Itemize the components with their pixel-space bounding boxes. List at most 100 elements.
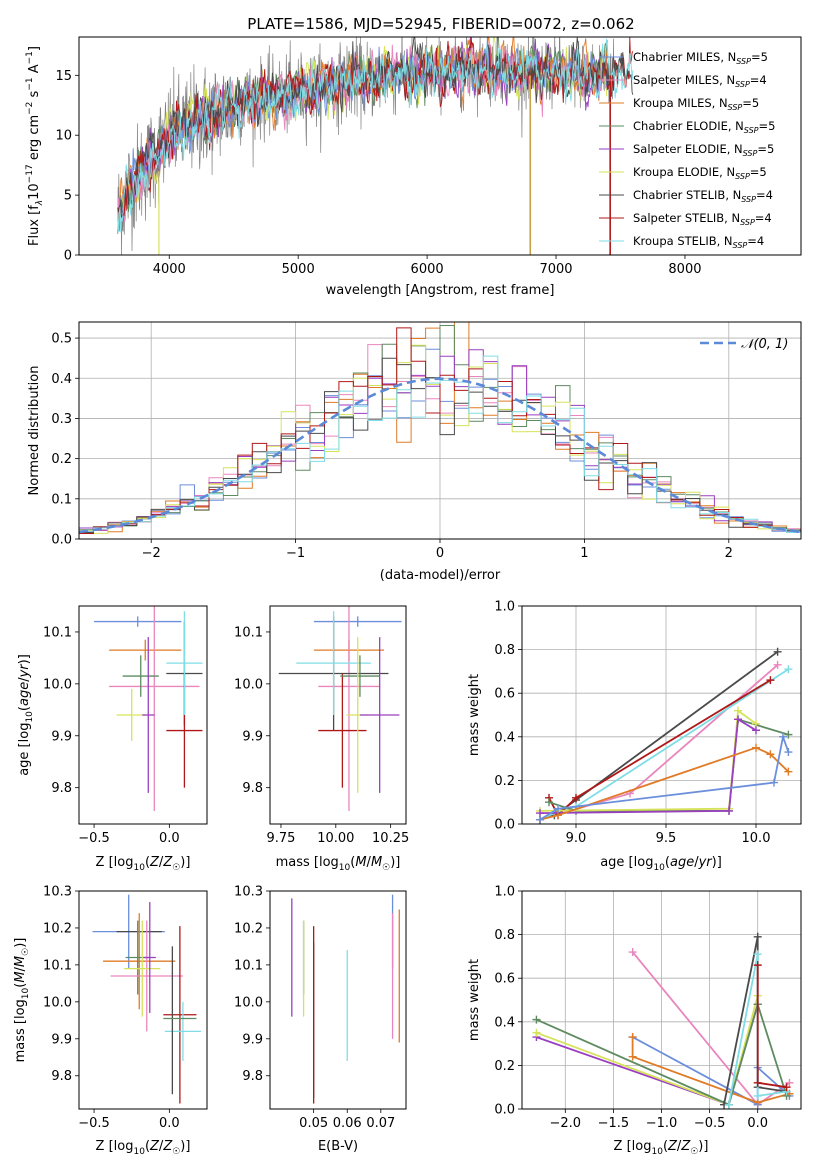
weight-marker — [628, 1033, 637, 1042]
weight-marker — [536, 815, 544, 824]
y-tick-label: 9.8 — [51, 781, 72, 796]
weight-line — [631, 1037, 790, 1104]
spectrum-xlabel: wavelength [Angstrom, rest frame] — [326, 283, 555, 298]
mass_vs_ebv-axes: 0.05 0.06 0.07 9.8 9.9 10.0 10.1 10.2 10.3 — [234, 885, 395, 1132]
weight-marker — [628, 948, 637, 957]
x-tick-label: −1 — [286, 546, 305, 561]
weight-marker — [753, 1078, 762, 1087]
x-tick-label: 0 — [436, 546, 444, 561]
y-tick-label: 9.9 — [51, 1032, 72, 1047]
weight-marker — [770, 778, 778, 787]
legend-label: Salpeter ELODIE, NSSP=5 — [633, 142, 774, 158]
y-tick-label: 10.3 — [43, 885, 72, 900]
weight_vs_age-frame — [521, 605, 802, 825]
x-tick-label: 2 — [725, 546, 733, 561]
x-tick-label: 0.0 — [159, 1116, 180, 1131]
age_vs_Z-axes: −0.5 0.0 9.8 9.9 10.0 10.1 — [43, 625, 180, 846]
weight-marker — [628, 1052, 637, 1061]
x-tick-label: 9.5 — [656, 831, 677, 846]
weight-age-ylabel: mass weight — [467, 674, 482, 756]
weight-marker — [784, 767, 793, 776]
y-tick-label: 5 — [64, 189, 72, 204]
x-tick-label: −1.0 — [646, 1116, 678, 1131]
y-tick-label: 1.0 — [494, 600, 515, 615]
legend-label: Salpeter MILES, NSSP=4 — [633, 73, 767, 89]
weight-marker — [554, 804, 562, 813]
weight-marker — [773, 647, 782, 656]
y-tick-label: 0.0 — [494, 1103, 515, 1118]
weight_vs_Z-lines — [532, 932, 794, 1109]
age-ylabel: age [log10(age/yr)] — [17, 654, 35, 776]
spectrum-axes: 4000 5000 6000 7000 8000 0 5 10 15 — [55, 69, 701, 277]
weight-marker — [785, 1078, 794, 1087]
weight-Z-ylabel: mass weight — [467, 959, 482, 1041]
mass_vs_Z-axes: −0.5 0.0 9.8 9.9 10.0 10.1 10.2 10.3 — [43, 885, 180, 1132]
spectrum-title: PLATE=1586, MJD=52945, FIBERID=0072, z=0… — [247, 15, 634, 33]
legend-label: Chabrier MILES, NSSP=5 — [633, 50, 768, 66]
weight-marker — [782, 1083, 791, 1092]
legend-label: Chabrier STELIB, NSSP=4 — [633, 188, 773, 204]
age_vs_mass-axes: 9.75 10.00 10.25 9.8 9.9 10.0 10.1 — [234, 625, 409, 846]
y-tick-label: 9.9 — [242, 729, 263, 744]
spectrum-legend: Chabrier MILES, NSSP=5 Salpeter MILES, NS… — [599, 50, 775, 250]
y-tick-label: 0.2 — [494, 774, 515, 789]
y-tick-label: 0.3 — [51, 412, 72, 427]
weight-marker — [545, 798, 553, 807]
x-tick-label: −0.5 — [78, 1116, 110, 1131]
weight-marker — [766, 750, 775, 759]
spectrum-model-line — [117, 37, 634, 213]
x-tick-label: 0.06 — [333, 1116, 362, 1131]
spectrum-lines — [117, 37, 634, 255]
x-tick-label: 10.00 — [317, 831, 354, 846]
x-tick-label: 4000 — [153, 262, 186, 277]
weight_vs_age-lines — [536, 647, 793, 824]
y-tick-label: 0.1 — [51, 492, 72, 507]
weight-marker — [784, 730, 793, 739]
age-xlabel: age [log10(age/yr)] — [600, 855, 722, 873]
y-tick-label: 9.8 — [242, 1069, 263, 1084]
y-tick-label: 9.9 — [242, 1032, 263, 1047]
y-tick-label: 10.3 — [234, 885, 263, 900]
y-tick-label: 10.0 — [234, 995, 263, 1010]
y-tick-label: 0.2 — [51, 452, 72, 467]
weight-marker — [724, 1100, 733, 1109]
weight-marker — [773, 660, 782, 669]
x-tick-label: −1.5 — [598, 1116, 630, 1131]
mass-label: mass [log10(M/M☉)] — [276, 855, 401, 873]
x-tick-label: 10.25 — [372, 831, 409, 846]
legend-label: Chabrier ELODIE, NSSP=5 — [633, 119, 775, 135]
y-tick-label: 15 — [55, 69, 72, 84]
weight_vs_Z-axes: −2.0 −1.5 −1.0 −0.5 0.0 0.0 0.2 0.4 0.6 0.8 1.0 — [494, 885, 801, 1131]
x-tick-label: −0.5 — [694, 1116, 726, 1131]
weight-marker — [753, 950, 762, 959]
weight-line — [536, 1001, 788, 1106]
y-tick-label: 0.4 — [494, 1015, 515, 1030]
residuals-legend-label: 𝒩(0, 1) — [741, 337, 788, 352]
weight-marker — [532, 1015, 541, 1024]
weight-marker — [532, 1028, 541, 1037]
ebv-xlabel: E(B-V) — [318, 1139, 358, 1154]
y-tick-label: 0.0 — [51, 533, 72, 548]
age_vs_Z-errorbars — [94, 606, 203, 812]
weight-marker — [734, 715, 742, 724]
y-tick-label: 1.0 — [494, 885, 515, 900]
legend-label: Kroupa ELODIE, NSSP=5 — [633, 165, 767, 181]
x-tick-label: −2.0 — [550, 1116, 582, 1131]
weight-line — [548, 718, 789, 812]
weight-marker — [572, 793, 580, 802]
mass_vs_ebv-errorbars — [291, 894, 400, 1104]
residuals-axes: −2 −1 0 1 2 0.0 0.1 0.2 0.3 0.4 0.5 — [51, 322, 801, 561]
age_vs_mass-frame — [269, 605, 407, 825]
x-tick-label: 9.75 — [266, 831, 295, 846]
x-tick-label: 0.05 — [299, 1116, 328, 1131]
y-tick-label: 10 — [55, 129, 72, 144]
age_vs_Z-frame — [78, 605, 208, 825]
x-tick-label: 0.0 — [747, 1116, 768, 1131]
y-tick-label: 10.1 — [43, 625, 72, 640]
y-tick-label: 9.8 — [242, 781, 263, 796]
residual-steps — [79, 322, 801, 536]
y-tick-label: 0.4 — [494, 730, 515, 745]
legend-label: Kroupa MILES, NSSP=5 — [633, 96, 759, 112]
y-tick-label: 0.5 — [51, 332, 72, 347]
mass_vs_ebv-frame — [269, 890, 407, 1110]
